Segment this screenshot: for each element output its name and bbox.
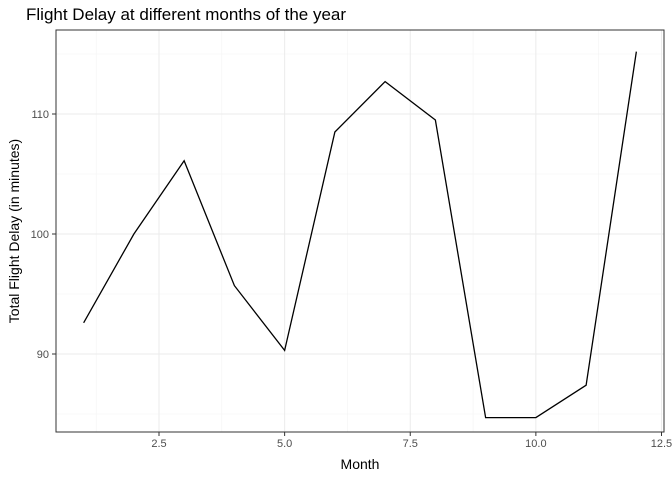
plot-panel: [55, 29, 665, 433]
series: [83, 51, 638, 419]
y-tick-label-0: 90: [37, 349, 49, 361]
x-tick-label-1: 5.0: [277, 438, 292, 450]
x-tick-label-2: 7.5: [403, 438, 418, 450]
x-tick-label-0: 2.5: [151, 438, 166, 450]
chart-title: Flight Delay at different months of the …: [26, 5, 346, 24]
grid: [56, 30, 664, 432]
x-axis-title: Month: [341, 456, 380, 472]
series-line: [83, 51, 638, 419]
y-axis-title: Total Flight Delay (in minutes): [6, 139, 22, 323]
x-tick-label-4: 12.5: [651, 438, 672, 450]
y-tick-label-1: 100: [31, 229, 49, 241]
x-tick-label-3: 10.0: [525, 438, 546, 450]
x-axis: 2.5 5.0 7.5 10.0 12.5: [151, 432, 672, 450]
y-tick-label-2: 110: [31, 109, 49, 121]
y-axis: 90 100 110: [31, 109, 56, 361]
